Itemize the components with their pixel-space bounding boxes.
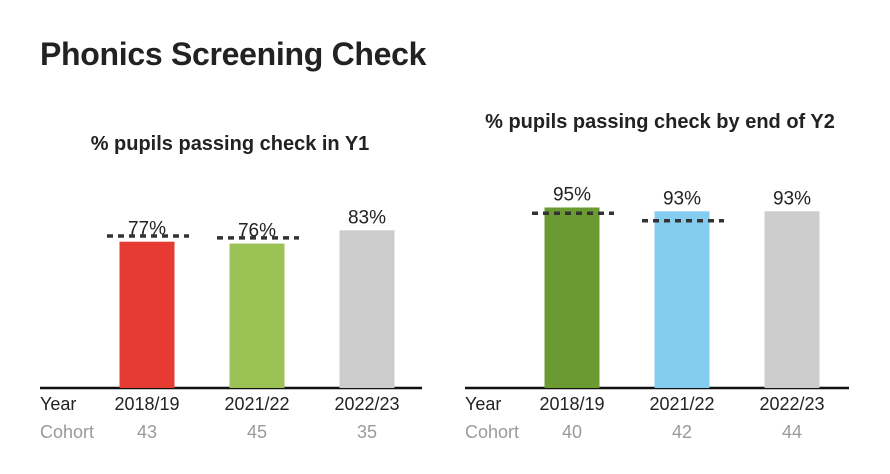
chart-y2-pass-rate: 95% 2018/19 40 93% 2021/22 42 93% 2022/23 44 Year… xyxy=(465,185,849,442)
x-tick-label: 2018/19 xyxy=(114,394,179,414)
row-label-cohort: Cohort xyxy=(465,422,519,442)
row-label-cohort: Cohort xyxy=(40,422,94,442)
row-label-year: Year xyxy=(40,394,76,414)
row-label-year: Year xyxy=(465,394,501,414)
cohort-value: 44 xyxy=(782,422,802,442)
bar-2022-23 xyxy=(339,230,395,388)
bar-value-label: 95% xyxy=(553,185,591,206)
bar-2021-22 xyxy=(229,243,285,388)
bar-2018-19 xyxy=(119,241,175,388)
bar-value-label: 93% xyxy=(663,188,701,209)
cohort-value: 42 xyxy=(672,422,692,442)
chart-y1-pass-rate: 77%2018/194376%2021/224583%2022/2335Year… xyxy=(40,207,422,442)
cohort-value: 40 xyxy=(562,422,582,442)
x-tick-label: 2018/19 xyxy=(539,394,604,414)
x-tick-label: 2022/23 xyxy=(334,394,399,414)
bar-value-label: 83% xyxy=(348,207,386,228)
bar-value-label: 93% xyxy=(773,188,811,209)
chart-title-y2: % pupils passing check by end of Y2 xyxy=(485,111,835,133)
cohort-value: 35 xyxy=(357,422,377,442)
chart-title-y1: % pupils passing check in Y1 xyxy=(90,133,370,155)
bar-2018-19 xyxy=(544,207,600,388)
bar-2021-22 xyxy=(654,211,710,388)
cohort-value: 45 xyxy=(247,422,267,442)
cohort-value: 43 xyxy=(137,422,157,442)
x-tick-label: 2022/23 xyxy=(759,394,824,414)
bar-2022-23 xyxy=(764,211,820,388)
page-title: Phonics Screening Check xyxy=(40,36,427,72)
x-tick-label: 2021/22 xyxy=(649,394,714,414)
x-tick-label: 2021/22 xyxy=(224,394,289,414)
